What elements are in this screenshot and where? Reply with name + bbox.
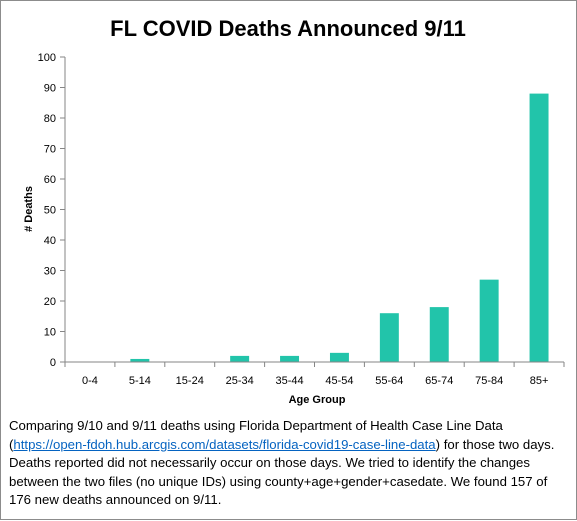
caption-text-part: Comparing 9/10 and 9/11 deaths using Flo…: [9, 418, 503, 452]
x-tick-label: 5-14: [129, 375, 151, 387]
dataset-link[interactable]: https://open-fdoh.hub.arcgis.com/dataset…: [13, 436, 436, 452]
y-axis-ticks: 0 10 20 30 40 50 60 70 80 90 100: [38, 52, 65, 369]
x-tick-label: 65-74: [425, 375, 453, 387]
y-tick-label: 30: [44, 266, 56, 278]
y-tick-label: 90: [44, 83, 56, 95]
x-tick-label: 55-64: [375, 375, 403, 387]
y-tick-label: 40: [44, 235, 56, 247]
caption-text-part: ) for those two days. Deaths reported di…: [9, 436, 555, 508]
y-tick-label: 20: [44, 296, 56, 308]
x-tick-label: 35-44: [275, 375, 303, 387]
x-tick-label: 15-24: [176, 375, 204, 387]
chart-title: FL COVID Deaths Announced 9/11: [110, 16, 466, 41]
y-tick-label: 0: [50, 357, 56, 369]
x-tick-label: 25-34: [226, 375, 254, 387]
bar: [130, 358, 150, 362]
x-tick-label: 75-84: [475, 375, 503, 387]
bar: [479, 279, 499, 362]
chart-panel: FL COVID Deaths Announced 9/11 # Deaths …: [0, 0, 577, 412]
y-tick-label: 10: [44, 327, 56, 339]
y-tick-label: 50: [44, 205, 56, 217]
y-axis-label: # Deaths: [23, 186, 35, 232]
y-tick-label: 80: [44, 113, 56, 125]
x-tick-label: 0-4: [82, 375, 98, 387]
x-axis-ticks: 0-4 5-14 15-24 25-34 35-44 45-54 55-64 65-74 75-…: [64, 362, 565, 387]
x-tick-label: 85+: [530, 375, 549, 387]
bar: [529, 93, 549, 362]
y-tick-label: 100: [38, 52, 56, 64]
bars: [130, 93, 549, 362]
bar: [429, 307, 449, 362]
caption-panel: Comparing 9/10 and 9/11 deaths using Flo…: [0, 411, 577, 520]
bar: [329, 352, 349, 362]
bar: [379, 313, 399, 362]
x-axis-label: Age Group: [289, 394, 346, 406]
bar-chart: FL COVID Deaths Announced 9/11 # Deaths …: [23, 16, 565, 406]
x-tick-label: 45-54: [325, 375, 353, 387]
caption-text: Comparing 9/10 and 9/11 deaths using Flo…: [9, 417, 571, 510]
y-tick-label: 70: [44, 144, 56, 156]
bar: [230, 355, 250, 362]
bar: [280, 355, 300, 362]
y-tick-label: 60: [44, 174, 56, 186]
